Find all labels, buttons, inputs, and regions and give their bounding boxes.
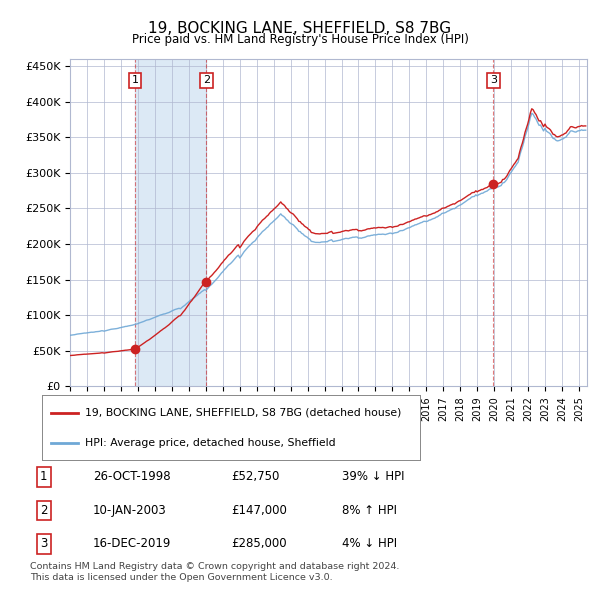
- Text: 26-OCT-1998: 26-OCT-1998: [93, 470, 170, 483]
- Text: 19, BOCKING LANE, SHEFFIELD, S8 7BG: 19, BOCKING LANE, SHEFFIELD, S8 7BG: [148, 21, 452, 36]
- Text: 1: 1: [40, 470, 47, 483]
- Text: 2: 2: [203, 76, 210, 86]
- Text: Contains HM Land Registry data © Crown copyright and database right 2024.: Contains HM Land Registry data © Crown c…: [30, 562, 400, 571]
- Text: HPI: Average price, detached house, Sheffield: HPI: Average price, detached house, Shef…: [85, 438, 336, 448]
- Text: 10-JAN-2003: 10-JAN-2003: [93, 504, 167, 517]
- Text: Price paid vs. HM Land Registry's House Price Index (HPI): Price paid vs. HM Land Registry's House …: [131, 33, 469, 46]
- Text: 3: 3: [490, 76, 497, 86]
- Text: 39% ↓ HPI: 39% ↓ HPI: [342, 470, 404, 483]
- Text: £52,750: £52,750: [231, 470, 280, 483]
- Text: 19, BOCKING LANE, SHEFFIELD, S8 7BG (detached house): 19, BOCKING LANE, SHEFFIELD, S8 7BG (det…: [85, 408, 402, 418]
- Text: This data is licensed under the Open Government Licence v3.0.: This data is licensed under the Open Gov…: [30, 573, 332, 582]
- Text: £285,000: £285,000: [231, 537, 287, 550]
- Text: 2: 2: [40, 504, 47, 517]
- Text: 16-DEC-2019: 16-DEC-2019: [93, 537, 172, 550]
- Text: 1: 1: [131, 76, 139, 86]
- Text: 3: 3: [40, 537, 47, 550]
- Text: £147,000: £147,000: [231, 504, 287, 517]
- Bar: [135, 59, 206, 386]
- Text: 8% ↑ HPI: 8% ↑ HPI: [342, 504, 397, 517]
- Text: 4% ↓ HPI: 4% ↓ HPI: [342, 537, 397, 550]
